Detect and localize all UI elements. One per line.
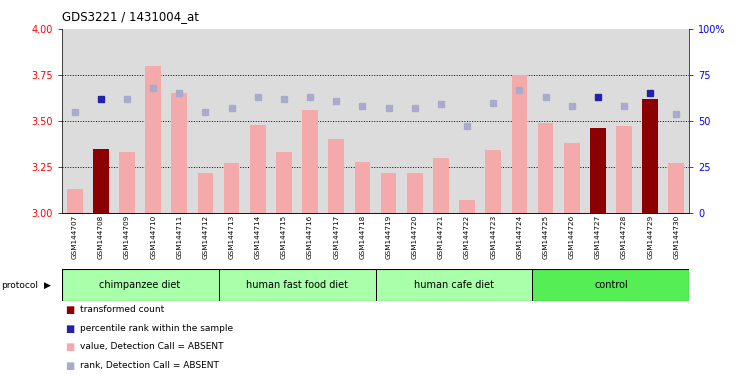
Bar — [642, 99, 658, 213]
Text: transformed count: transformed count — [80, 305, 164, 314]
Bar — [224, 163, 240, 213]
Text: human fast food diet: human fast food diet — [246, 280, 348, 290]
Bar — [145, 66, 161, 213]
Bar — [67, 189, 83, 213]
Bar — [538, 123, 553, 213]
Text: control: control — [594, 280, 628, 290]
Bar — [198, 172, 213, 213]
Bar — [485, 151, 501, 213]
Text: protocol: protocol — [2, 281, 38, 290]
Text: value, Detection Call = ABSENT: value, Detection Call = ABSENT — [80, 342, 224, 351]
Bar — [407, 172, 423, 213]
Text: GDS3221 / 1431004_at: GDS3221 / 1431004_at — [62, 10, 198, 23]
Text: ▶: ▶ — [44, 281, 50, 290]
Bar — [564, 143, 580, 213]
Text: ■: ■ — [65, 324, 74, 334]
Text: chimpanzee diet: chimpanzee diet — [99, 280, 181, 290]
Bar — [376, 269, 532, 301]
Bar — [62, 269, 219, 301]
Bar — [616, 126, 632, 213]
Bar — [532, 269, 689, 301]
Bar — [93, 149, 109, 213]
Text: ■: ■ — [65, 342, 74, 352]
Bar — [302, 110, 318, 213]
Bar — [433, 158, 449, 213]
Text: ■: ■ — [65, 361, 74, 371]
Bar — [119, 152, 135, 213]
Text: rank, Detection Call = ABSENT: rank, Detection Call = ABSENT — [80, 361, 219, 369]
Text: ■: ■ — [65, 305, 74, 315]
Bar — [459, 200, 475, 213]
Text: human cafe diet: human cafe diet — [414, 280, 494, 290]
Bar — [328, 139, 344, 213]
Bar — [219, 269, 376, 301]
Bar — [276, 152, 292, 213]
Bar — [381, 172, 397, 213]
Bar — [171, 93, 187, 213]
Bar — [354, 162, 370, 213]
Bar — [590, 128, 606, 213]
Text: percentile rank within the sample: percentile rank within the sample — [80, 324, 234, 333]
Bar — [511, 75, 527, 213]
Bar — [250, 125, 266, 213]
Bar — [668, 163, 684, 213]
